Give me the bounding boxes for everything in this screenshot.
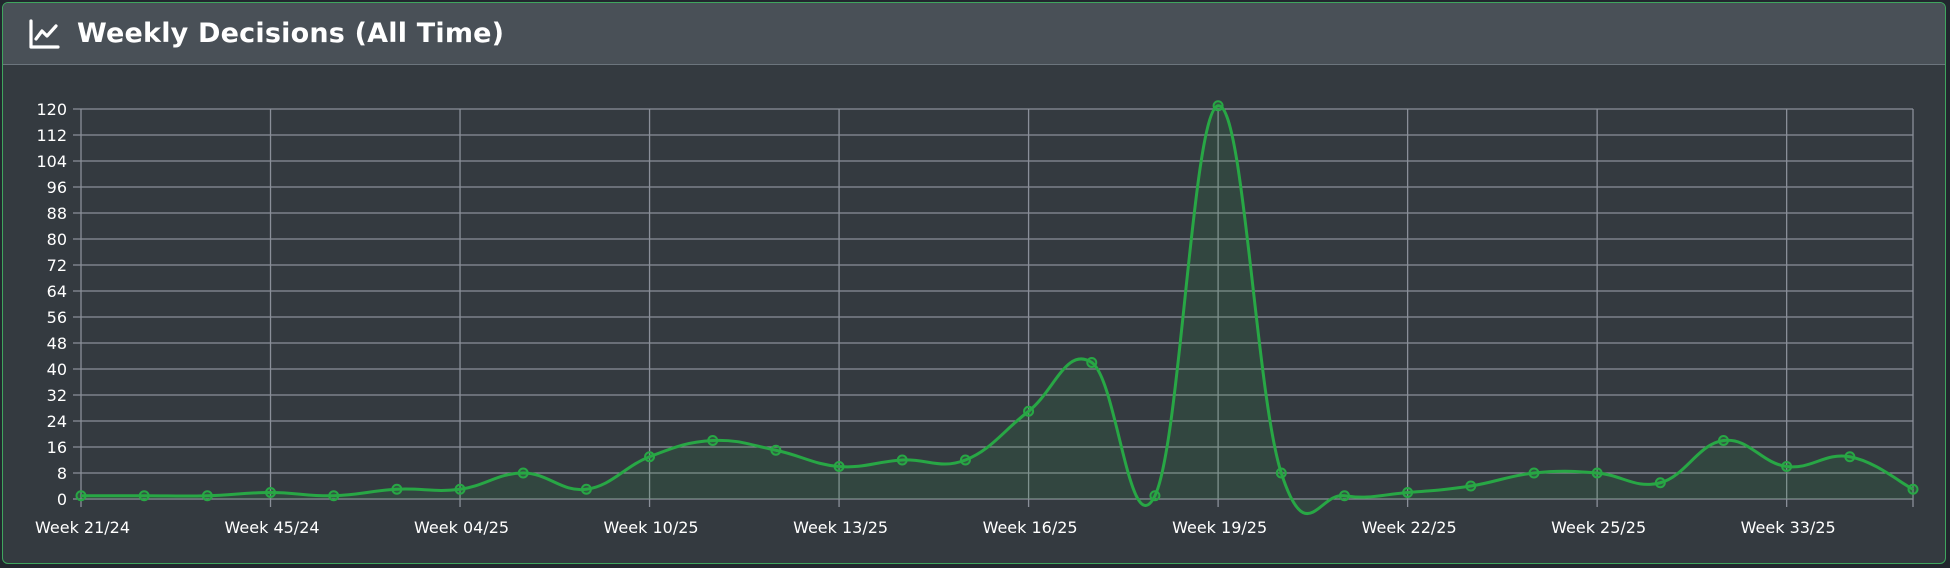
data-point (265, 487, 277, 498)
data-point (391, 483, 403, 495)
y-tick-label: 40 (47, 360, 67, 379)
data-point (707, 435, 719, 446)
data-point (1717, 435, 1729, 446)
y-tick-label: 112 (36, 126, 67, 145)
data-point (1654, 477, 1666, 489)
data-point (1086, 357, 1098, 368)
x-tick-label: Week 22/25 (1362, 518, 1457, 537)
data-point (833, 461, 845, 472)
y-tick-label: 16 (47, 438, 67, 457)
x-tick-label: Week 16/25 (983, 518, 1078, 537)
chart-area: 0 8 16 24 32 40 48 56 64 72 80 88 96 104 112 120 Week 21… (3, 66, 1945, 563)
y-tick-label: 24 (47, 412, 67, 431)
y-tick-label: 0 (57, 490, 67, 509)
card-header: Weekly Decisions (All Time) (3, 3, 1945, 65)
x-tick-label: Week 19/25 (1172, 518, 1267, 537)
x-tick-label: Week 25/25 (1551, 518, 1646, 537)
data-point (1149, 490, 1161, 502)
y-tick-label: 120 (36, 100, 67, 119)
data-point (896, 454, 908, 466)
y-tick-label: 80 (47, 230, 67, 249)
data-point (1465, 480, 1477, 492)
series-area (81, 105, 1913, 514)
data-point (644, 451, 656, 463)
x-tick-label: Week 21/24 (35, 518, 130, 537)
data-point (959, 454, 971, 466)
x-tick-label: Week 10/25 (604, 518, 699, 537)
data-point (201, 490, 213, 502)
x-tick-label: Week 45/24 (225, 518, 320, 537)
data-point (770, 444, 782, 456)
data-point (1402, 487, 1414, 498)
x-tick-label: Week 33/25 (1741, 518, 1836, 537)
data-point (1591, 467, 1603, 479)
y-tick-label: 32 (47, 386, 67, 405)
data-point (1907, 483, 1919, 495)
y-tick-label: 96 (47, 178, 67, 197)
y-tick-label: 64 (47, 282, 67, 301)
weekly-decisions-chart: 0 8 16 24 32 40 48 56 64 72 80 88 96 104 112 120 Week 21… (35, 100, 1919, 537)
data-point (580, 483, 592, 495)
data-point (1781, 461, 1793, 472)
y-tick-label: 88 (47, 204, 67, 223)
series-line (81, 104, 1914, 516)
data-point (1275, 467, 1287, 479)
data-point (138, 490, 150, 502)
x-tick-label: Week 13/25 (793, 518, 888, 537)
data-point (1212, 100, 1224, 112)
data-point (1528, 467, 1540, 479)
data-point (1023, 405, 1035, 417)
y-tick-label: 48 (47, 334, 67, 353)
data-point (75, 490, 87, 502)
y-tick-label: 104 (36, 152, 67, 171)
y-tick-label: 56 (47, 308, 67, 327)
y-tick-label: 72 (47, 256, 67, 275)
data-point (1844, 451, 1856, 463)
data-point (328, 490, 340, 502)
card-title: Weekly Decisions (All Time) (77, 18, 505, 49)
line-chart-icon (29, 18, 60, 49)
y-tick-label: 8 (57, 464, 67, 483)
x-tick-label: Week 04/25 (414, 518, 509, 537)
data-point (454, 483, 466, 495)
data-point (517, 467, 529, 479)
data-point (1338, 490, 1350, 502)
